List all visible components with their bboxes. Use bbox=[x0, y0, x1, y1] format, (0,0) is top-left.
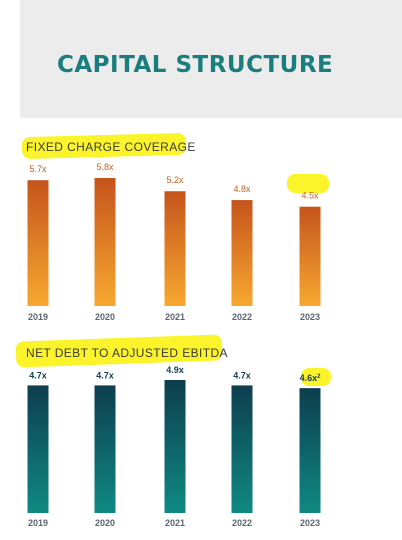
value-label-2021: 5.2x bbox=[166, 175, 184, 185]
value-label-2019: 4.7x bbox=[29, 370, 47, 380]
value-label-2021: 4.9x bbox=[166, 365, 184, 375]
net-debt-ebitda-title: NET DEBT TO ADJUSTED EBITDA bbox=[26, 346, 228, 360]
tick-label-2023: 2023 bbox=[300, 312, 320, 322]
value-label-2023: 4.5x bbox=[301, 191, 319, 201]
fixed-charge-coverage-chart: 5.7x 2019 5.8x 2020 5.2x 2021 4.8x 2022 4.5x 2023 bbox=[27, 162, 321, 322]
bar-2021 bbox=[164, 191, 186, 306]
tick-label-2021: 2021 bbox=[165, 312, 185, 322]
value-label-2019: 5.7x bbox=[29, 164, 47, 174]
tick-label-2022: 2022 bbox=[232, 312, 252, 322]
tick-label-2019: 2019 bbox=[28, 518, 48, 528]
tick-label-2020: 2020 bbox=[95, 312, 115, 322]
bar-2021 bbox=[164, 380, 186, 513]
bar-2022 bbox=[231, 385, 253, 513]
bar-2020 bbox=[94, 178, 116, 306]
value-label-2023: 4.6x2 bbox=[300, 373, 322, 383]
bar-2019 bbox=[27, 385, 49, 513]
value-label-2020: 4.7x bbox=[96, 370, 114, 380]
bar-2023 bbox=[299, 388, 321, 513]
bar-2023 bbox=[299, 206, 321, 306]
tick-label-2019: 2019 bbox=[28, 312, 48, 322]
bar-2020 bbox=[94, 385, 116, 513]
footnote-marker: 2 bbox=[317, 374, 321, 380]
value-label-2020: 5.8x bbox=[96, 162, 114, 172]
tick-label-2021: 2021 bbox=[165, 518, 185, 528]
tick-label-2023: 2023 bbox=[300, 518, 320, 528]
bar-2022 bbox=[231, 200, 253, 306]
header-band bbox=[20, 0, 402, 118]
tick-label-2022: 2022 bbox=[232, 518, 252, 528]
net-debt-ebitda-chart: 4.7x 2019 4.7x 2020 4.9x 2021 4.7x 2022 4.6x2 202… bbox=[27, 365, 322, 528]
fixed-charge-coverage-title: FIXED CHARGE COVERAGE bbox=[26, 140, 196, 154]
value-highlight bbox=[301, 368, 331, 386]
bar-2019 bbox=[27, 180, 49, 306]
page-title: CAPITAL STRUCTURE bbox=[57, 52, 334, 78]
value-label-2022: 4.8x bbox=[233, 184, 251, 194]
value-highlight bbox=[287, 174, 329, 193]
value-label-2022: 4.7x bbox=[233, 370, 251, 380]
tick-label-2020: 2020 bbox=[95, 518, 115, 528]
